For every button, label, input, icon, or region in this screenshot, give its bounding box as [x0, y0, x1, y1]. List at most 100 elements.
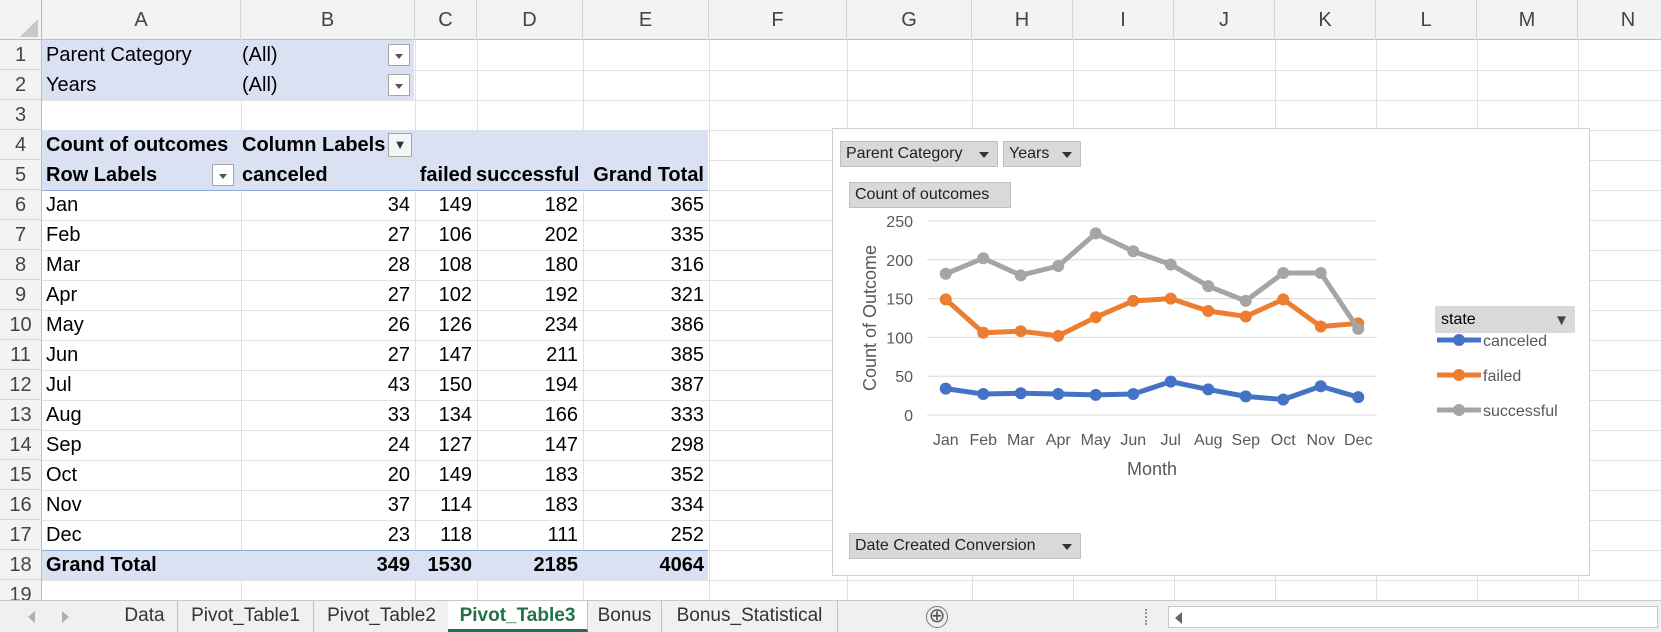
pivot-value-cell[interactable]: 147 — [544, 434, 578, 456]
row-header-4[interactable]: 4 — [0, 130, 42, 160]
pivot-value-cell[interactable]: 386 — [670, 314, 704, 336]
pivot-value-cell[interactable]: 166 — [544, 404, 578, 426]
row-labels-dropdown[interactable] — [212, 164, 234, 186]
pivot-value-cell[interactable]: 106 — [438, 224, 472, 246]
pivot-row-label[interactable]: Jan — [46, 194, 79, 216]
pivot-row-label[interactable]: Mar — [46, 254, 81, 276]
row-header-12[interactable]: 12 — [0, 370, 42, 400]
pivot-value-cell[interactable]: 149 — [438, 464, 472, 486]
row-header-2[interactable]: 2 — [0, 70, 42, 100]
chart-filter-years[interactable]: Years — [1003, 141, 1081, 167]
row-header-8[interactable]: 8 — [0, 250, 42, 280]
tab-scroll-left-icon[interactable] — [28, 611, 35, 623]
column-header-a[interactable]: A — [42, 0, 241, 40]
pivot-row-label[interactable]: Sep — [46, 434, 82, 456]
column-header-f[interactable]: F — [709, 0, 847, 40]
pivot-value-cell[interactable]: 102 — [438, 284, 472, 306]
column-header-l[interactable]: L — [1376, 0, 1477, 40]
pivot-row-label[interactable]: Jul — [46, 374, 72, 396]
tab-splitter-handle[interactable] — [1145, 609, 1148, 625]
sheet-tab-pivot-table1[interactable]: Pivot_Table1 — [178, 601, 314, 632]
row-header-14[interactable]: 14 — [0, 430, 42, 460]
column-header-b[interactable]: B — [241, 0, 415, 40]
sheet-tab-data[interactable]: Data — [112, 601, 178, 632]
pivot-value-cell[interactable]: 298 — [670, 434, 704, 456]
chart-filter-parent-category[interactable]: Parent Category — [840, 141, 998, 167]
row-header-11[interactable]: 11 — [0, 340, 42, 370]
pivot-row-label[interactable]: Oct — [46, 464, 78, 486]
add-sheet-icon[interactable]: ⊕ — [926, 606, 948, 628]
pivot-value-cell[interactable]: 321 — [670, 284, 704, 306]
pivot-value-cell[interactable]: 365 — [670, 194, 704, 216]
row-header-15[interactable]: 15 — [0, 460, 42, 490]
worksheet-grid[interactable]: Parent Category (All) Years (All) Count … — [42, 40, 1661, 600]
legend-field-button[interactable]: state ▼ — [1435, 306, 1575, 333]
select-all-corner[interactable] — [0, 0, 42, 40]
horizontal-scrollbar[interactable] — [1168, 606, 1658, 628]
pivot-value-cell[interactable]: 108 — [438, 254, 472, 276]
pivot-value-cell[interactable]: 334 — [670, 494, 704, 516]
pivot-value-cell[interactable]: 234 — [544, 314, 578, 336]
pivot-value-cell[interactable]: 387 — [670, 374, 704, 396]
pivot-value-cell[interactable]: 126 — [438, 314, 472, 336]
pivot-chart[interactable]: Parent Category Years Count of outcomes … — [832, 128, 1590, 576]
row-header-13[interactable]: 13 — [0, 400, 42, 430]
row-header-17[interactable]: 17 — [0, 520, 42, 550]
row-header-1[interactable]: 1 — [0, 40, 42, 70]
pivot-row-label[interactable]: Feb — [46, 224, 81, 246]
chart-value-field-button[interactable]: Count of outcomes — [849, 182, 1011, 208]
pivot-value-cell[interactable]: 27 — [387, 224, 410, 246]
column-labels-filter-icon[interactable]: ▼ — [388, 133, 412, 157]
column-header-i[interactable]: I — [1073, 0, 1174, 40]
pivot-value-cell[interactable]: 335 — [670, 224, 704, 246]
row-header-7[interactable]: 7 — [0, 220, 42, 250]
pivot-value-cell[interactable]: 26 — [387, 314, 410, 336]
filter-value-parent-category[interactable]: (All) — [242, 44, 278, 66]
column-header-j[interactable]: J — [1174, 0, 1275, 40]
pivot-value-cell[interactable]: 385 — [670, 344, 704, 366]
row-header-16[interactable]: 16 — [0, 490, 42, 520]
pivot-value-cell[interactable]: 149 — [438, 194, 472, 216]
pivot-value-cell[interactable]: 180 — [544, 254, 578, 276]
pivot-value-cell[interactable]: 28 — [387, 254, 410, 276]
pivot-value-cell[interactable]: 147 — [438, 344, 472, 366]
pivot-value-cell[interactable]: 192 — [544, 284, 578, 306]
pivot-value-cell[interactable]: 24 — [387, 434, 410, 456]
pivot-value-cell[interactable]: 43 — [387, 374, 410, 396]
sheet-tab-bonus[interactable]: Bonus — [588, 601, 662, 632]
pivot-row-label[interactable]: Aug — [46, 404, 82, 426]
column-header-n[interactable]: N — [1578, 0, 1661, 40]
chart-axis-field-button[interactable]: Date Created Conversion — [849, 533, 1081, 559]
pivot-value-cell[interactable]: 252 — [670, 524, 704, 546]
column-header-h[interactable]: H — [972, 0, 1073, 40]
pivot-value-cell[interactable]: 34 — [387, 194, 410, 216]
pivot-value-cell[interactable]: 202 — [544, 224, 578, 246]
scroll-left-icon[interactable] — [1175, 612, 1182, 624]
column-header-m[interactable]: M — [1477, 0, 1578, 40]
pivot-value-cell[interactable]: 27 — [387, 344, 410, 366]
pivot-value-cell[interactable]: 194 — [544, 374, 578, 396]
row-header-5[interactable]: 5 — [0, 160, 42, 190]
column-header-e[interactable]: E — [583, 0, 709, 40]
row-header-9[interactable]: 9 — [0, 280, 42, 310]
pivot-row-label[interactable]: Apr — [46, 284, 78, 306]
pivot-value-cell[interactable]: 183 — [544, 494, 578, 516]
sheet-tab-pivot-table2[interactable]: Pivot_Table2 — [314, 601, 450, 632]
filter-dropdown-years[interactable] — [388, 74, 410, 96]
pivot-value-cell[interactable]: 333 — [670, 404, 704, 426]
pivot-value-cell[interactable]: 316 — [670, 254, 704, 276]
pivot-row-label[interactable]: Jun — [46, 344, 79, 366]
column-header-d[interactable]: D — [477, 0, 583, 40]
pivot-value-cell[interactable]: 20 — [387, 464, 410, 486]
tab-scroll-right-icon[interactable] — [62, 611, 69, 623]
pivot-row-label[interactable]: May — [46, 314, 84, 336]
pivot-value-cell[interactable]: 114 — [440, 494, 472, 516]
column-header-c[interactable]: C — [415, 0, 477, 40]
sheet-tab-pivot-table3[interactable]: Pivot_Table3 — [448, 601, 588, 632]
pivot-row-label[interactable]: Dec — [46, 524, 82, 546]
row-header-10[interactable]: 10 — [0, 310, 42, 340]
filter-value-years[interactable]: (All) — [242, 74, 278, 96]
pivot-value-cell[interactable]: 134 — [438, 404, 472, 426]
pivot-value-cell[interactable]: 118 — [440, 524, 472, 546]
pivot-value-cell[interactable]: 127 — [438, 434, 472, 456]
